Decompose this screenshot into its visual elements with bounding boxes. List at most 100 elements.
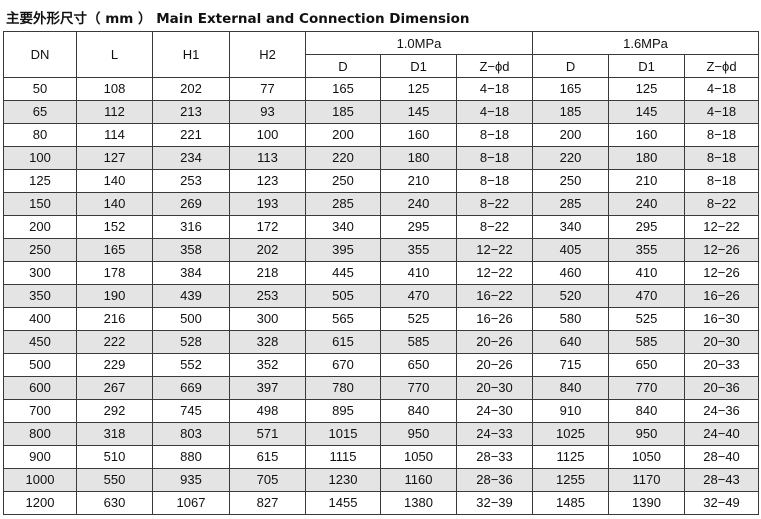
cell-dn: 600	[3, 376, 77, 400]
cell-h2: 571	[229, 422, 306, 446]
cell-dn: 80	[3, 123, 77, 147]
cell-h1: 528	[152, 330, 230, 354]
cell-h1: 500	[152, 307, 230, 331]
cell-h1: 269	[152, 192, 230, 216]
table-body: 50 108 202 77 165 125 4−18 165 125 4−18 65 112 213 93…	[3, 77, 760, 515]
cell-zphid-1-6: 16−26	[684, 284, 760, 308]
header-zphid-1-0: Z−ϕd	[455, 54, 534, 78]
cell-h1: 221	[152, 123, 230, 147]
cell-zphid-1-6: 20−36	[684, 376, 760, 400]
dimension-table: DN L H1 H2 1.0MPa 1.6MPa D D1 Z−ϕd D D1 …	[3, 31, 760, 515]
cell-d1-1-6: 125	[608, 77, 686, 101]
cell-d1-1-6: 410	[608, 261, 686, 285]
cell-d-1-6: 220	[532, 146, 610, 170]
header-h2: H2	[229, 31, 306, 78]
table-row: 125 140 253 123 250 210 8−18 250 210 8−18	[3, 169, 760, 193]
cell-zphid-1-6: 8−18	[684, 123, 760, 147]
cell-l: 292	[76, 399, 153, 423]
cell-d-1-6: 1025	[532, 422, 610, 446]
cell-dn: 125	[3, 169, 77, 193]
cell-d1-1-6: 585	[608, 330, 686, 354]
cell-d-1-6: 405	[532, 238, 610, 262]
cell-h2: 172	[229, 215, 306, 239]
cell-zphid-1-0: 20−26	[455, 353, 534, 377]
cell-zphid-1-0: 20−30	[455, 376, 534, 400]
cell-l: 190	[76, 284, 153, 308]
table-row: 700 292 745 498 895 840 24−30 910 840 24−36	[3, 399, 760, 423]
cell-d-1-6: 185	[532, 100, 610, 124]
table-row: 200 152 316 172 340 295 8−22 340 295 12−22	[3, 215, 760, 239]
cell-d-1-0: 780	[305, 376, 381, 400]
cell-d-1-6: 285	[532, 192, 610, 216]
cell-h1: 234	[152, 146, 230, 170]
header-l: L	[76, 31, 153, 78]
header-d1-1-0: D1	[380, 54, 457, 78]
cell-d-1-6: 520	[532, 284, 610, 308]
cell-d1-1-0: 145	[380, 100, 457, 124]
cell-d1-1-0: 160	[380, 123, 457, 147]
cell-l: 140	[76, 192, 153, 216]
cell-d1-1-6: 840	[608, 399, 686, 423]
cell-zphid-1-0: 8−18	[455, 123, 534, 147]
table-row: 50 108 202 77 165 125 4−18 165 125 4−18	[3, 77, 760, 101]
cell-d1-1-0: 770	[380, 376, 457, 400]
cell-h2: 123	[229, 169, 306, 193]
table-row: 80 114 221 100 200 160 8−18 200 160 8−18	[3, 123, 760, 147]
cell-h1: 935	[152, 468, 230, 492]
cell-h2: 100	[229, 123, 306, 147]
cell-d1-1-0: 470	[380, 284, 457, 308]
cell-d-1-6: 715	[532, 353, 610, 377]
table-row: 800 318 803 571 1015 950 24−33 1025 950 24−40	[3, 422, 760, 446]
cell-zphid-1-6: 4−18	[684, 77, 760, 101]
cell-d-1-6: 1255	[532, 468, 610, 492]
cell-d1-1-0: 1050	[380, 445, 457, 469]
cell-dn: 200	[3, 215, 77, 239]
cell-d-1-0: 895	[305, 399, 381, 423]
cell-d-1-6: 580	[532, 307, 610, 331]
cell-dn: 900	[3, 445, 77, 469]
cell-h1: 1067	[152, 491, 230, 515]
header-d-1-6: D	[532, 54, 610, 78]
cell-d1-1-6: 1050	[608, 445, 686, 469]
cell-h2: 397	[229, 376, 306, 400]
cell-zphid-1-0: 12−22	[455, 238, 534, 262]
cell-d1-1-6: 240	[608, 192, 686, 216]
table-row: 1200 630 1067 827 1455 1380 32−39 1485 1390 32−49	[3, 491, 760, 515]
cell-dn: 500	[3, 353, 77, 377]
cell-d-1-6: 200	[532, 123, 610, 147]
cell-dn: 350	[3, 284, 77, 308]
cell-l: 152	[76, 215, 153, 239]
cell-dn: 1200	[3, 491, 77, 515]
cell-d1-1-6: 1170	[608, 468, 686, 492]
cell-d-1-6: 910	[532, 399, 610, 423]
cell-h2: 705	[229, 468, 306, 492]
cell-l: 140	[76, 169, 153, 193]
cell-d-1-0: 565	[305, 307, 381, 331]
cell-d1-1-0: 210	[380, 169, 457, 193]
cell-d1-1-0: 1160	[380, 468, 457, 492]
cell-d-1-6: 1125	[532, 445, 610, 469]
cell-zphid-1-6: 12−22	[684, 215, 760, 239]
cell-d-1-0: 1115	[305, 445, 381, 469]
table-row: 600 267 669 397 780 770 20−30 840 770 20−36	[3, 376, 760, 400]
cell-d-1-6: 640	[532, 330, 610, 354]
cell-d1-1-0: 355	[380, 238, 457, 262]
cell-dn: 100	[3, 146, 77, 170]
cell-d1-1-0: 125	[380, 77, 457, 101]
cell-zphid-1-0: 24−33	[455, 422, 534, 446]
cell-zphid-1-6: 32−49	[684, 491, 760, 515]
cell-h1: 669	[152, 376, 230, 400]
cell-zphid-1-6: 28−43	[684, 468, 760, 492]
cell-d1-1-0: 525	[380, 307, 457, 331]
cell-l: 318	[76, 422, 153, 446]
cell-d-1-6: 165	[532, 77, 610, 101]
cell-l: 267	[76, 376, 153, 400]
cell-h2: 77	[229, 77, 306, 101]
cell-d-1-0: 165	[305, 77, 381, 101]
header-d-1-0: D	[305, 54, 381, 78]
cell-d-1-0: 505	[305, 284, 381, 308]
cell-zphid-1-6: 8−18	[684, 169, 760, 193]
cell-l: 108	[76, 77, 153, 101]
cell-d-1-0: 285	[305, 192, 381, 216]
cell-l: 229	[76, 353, 153, 377]
